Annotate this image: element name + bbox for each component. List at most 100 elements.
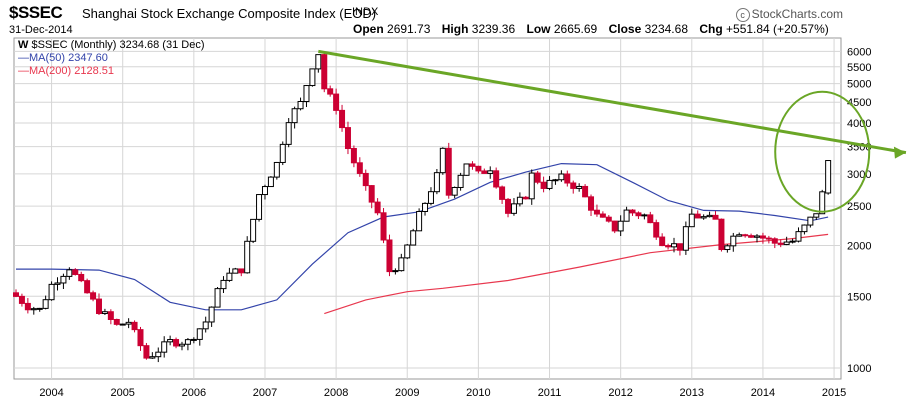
candle-body (256, 194, 263, 220)
candle-body (101, 311, 108, 315)
x-tick-label: 2011 (538, 387, 562, 399)
candle-body (481, 170, 488, 174)
y-tick-label: 5500 (847, 62, 871, 74)
candle-body (60, 275, 67, 284)
candle-body (362, 172, 369, 187)
candle-body (13, 292, 19, 297)
ohlc-high-value: 3239.36 (471, 22, 516, 36)
candle-body (588, 196, 595, 211)
y-tick-label: 1500 (847, 291, 871, 303)
candle-body (540, 181, 547, 189)
x-tick-label: 2014 (751, 387, 775, 399)
index-description: Shanghai Stock Exchange Composite Index … (82, 6, 377, 21)
ohlc-chg-label: Chg (699, 22, 723, 36)
candle-body (765, 237, 772, 240)
candle-body (125, 321, 132, 325)
candle-body (18, 295, 25, 304)
candle-body (392, 270, 399, 273)
candle-body (617, 220, 624, 232)
candle-body (285, 122, 292, 145)
brand-watermark: c StockCharts.com (735, 7, 843, 22)
candle-body (730, 235, 737, 247)
candle-body (439, 147, 446, 174)
candle-body (220, 279, 227, 290)
candle-body (682, 226, 689, 251)
candle-body (801, 224, 808, 233)
candle-body (724, 245, 731, 251)
ohlc-readout: Open 2691.73 High 3239.36 Low 2665.69 Cl… (353, 22, 837, 36)
highlight-circle (774, 90, 871, 213)
candle-body (350, 148, 357, 164)
candle-body (564, 173, 571, 184)
legend-ma50-swatch: — (18, 52, 29, 64)
candle-body (629, 209, 636, 214)
candle-body (416, 210, 423, 232)
candle-body (155, 351, 162, 358)
legend-price: W $SSEC (Monthly) 3234.68 (31 Dec) (18, 39, 204, 52)
candle-body (226, 272, 233, 281)
candle-body (795, 231, 802, 242)
exchange-label: INDX (352, 6, 379, 18)
candle-body (30, 308, 37, 311)
candle-body (309, 68, 316, 87)
legend-ma50: —MA(50) 2347.60 (18, 52, 204, 65)
y-tick-label: 4000 (847, 118, 871, 130)
candle-body (137, 329, 144, 347)
candle-body (777, 242, 784, 245)
x-tick-label: 2009 (395, 387, 419, 399)
candle-body (451, 186, 458, 196)
candle-body (208, 306, 215, 323)
candle-body (759, 235, 766, 239)
candle-body (374, 201, 381, 214)
x-tick-label: 2007 (253, 387, 277, 399)
candle-body (173, 339, 180, 347)
candle-body (279, 143, 286, 163)
candle-body (167, 339, 174, 343)
candles-group (13, 52, 832, 363)
candle-body (534, 172, 541, 183)
x-tick-label: 2012 (608, 387, 632, 399)
candle-body (261, 186, 268, 196)
candle-body (84, 280, 91, 294)
x-axis-ticks: 2004 2005 2006 2007 2008 2009 2010 2011 2012 2013… (39, 387, 846, 399)
candle-body (475, 165, 482, 172)
candle-body (161, 341, 168, 353)
candle-body (42, 299, 49, 309)
plot-frame (13, 37, 842, 380)
candle-body (66, 269, 73, 277)
candle-body (457, 174, 464, 188)
trendline-arrowhead (893, 146, 906, 159)
candle-body (48, 283, 55, 301)
candle-body (143, 345, 150, 359)
candle-body (410, 230, 417, 246)
candle-body (327, 88, 334, 95)
candle-body (315, 54, 322, 70)
candle-body (671, 243, 678, 248)
ohlc-high-label: High (441, 22, 469, 36)
candle-body (599, 213, 606, 218)
candle-body (24, 302, 31, 311)
candle-body (813, 213, 820, 218)
x-tick-label: 2008 (324, 387, 348, 399)
candle-body (576, 185, 583, 189)
y-axis-ticks: 1000150020002500300035004000450050005500… (847, 46, 871, 375)
candle-body (78, 273, 85, 282)
copyright-icon: c (735, 8, 750, 22)
candle-body (54, 282, 61, 285)
candle-body (510, 203, 517, 214)
candle-body (706, 214, 713, 218)
candle-body (178, 343, 185, 347)
ma200-group (324, 233, 829, 315)
x-tick-label: 2010 (466, 387, 490, 399)
candle-body (90, 292, 97, 300)
chart-legend: W $SSEC (Monthly) 3234.68 (31 Dec) —MA(5… (18, 39, 204, 78)
ma50-group (16, 162, 829, 311)
ma200-line (324, 233, 829, 315)
candle-body (149, 356, 156, 359)
candle-body (516, 196, 523, 205)
candle-body (469, 163, 476, 167)
candle-body (819, 191, 826, 215)
legend-price-label: $SSEC (Monthly) 3234.68 (31 Dec) (31, 39, 205, 51)
candle-body (356, 162, 363, 174)
